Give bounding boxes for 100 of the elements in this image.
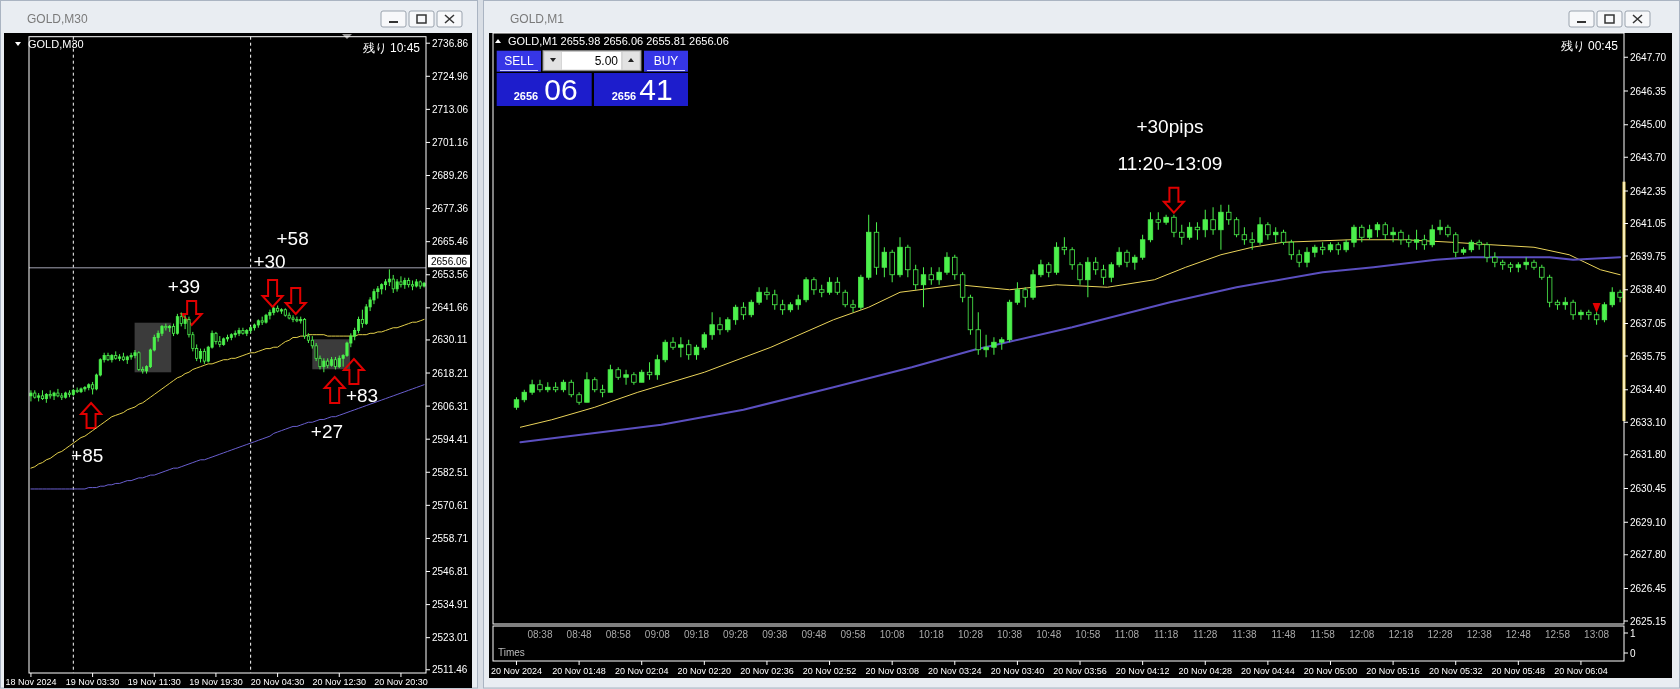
- x-tick-label: 11:28: [1193, 628, 1218, 640]
- x-tick-label: 09:28: [723, 628, 749, 640]
- x-tick-label: 10:08: [879, 628, 906, 640]
- y-tick-label: 2511.46: [432, 664, 468, 676]
- x-tick-label: 11:08: [1114, 628, 1140, 640]
- annotation: 41: [639, 72, 673, 106]
- y-tick-label: 2665.46: [432, 236, 469, 248]
- text: Times: [498, 646, 525, 658]
- annotation: +85: [71, 444, 104, 466]
- x-tick-label: 09:18: [683, 628, 710, 640]
- annotation: 06: [544, 72, 578, 106]
- y-tick-label: 2606.31: [432, 400, 469, 412]
- x-tick-label: 12:38: [1466, 628, 1493, 640]
- y-tick-label: 2677.36: [432, 203, 469, 215]
- y-tick-label: 2641.05: [1630, 218, 1667, 229]
- y-tick-label: 2570.61: [432, 499, 469, 511]
- y-tick-label: 2629.10: [1630, 516, 1667, 528]
- x-tick-label: 09:58: [840, 628, 866, 640]
- y-tick-label: 2523.01: [432, 632, 469, 644]
- y-tick-label: 2633.10: [1630, 416, 1667, 428]
- y-tick-label: 2639.75: [1630, 250, 1667, 262]
- x-tick-label: 10:18: [918, 628, 945, 640]
- x-tick-label: 19 Nov 11:30: [127, 676, 181, 687]
- x-tick-label: 20 Nov 04:12: [1115, 666, 1170, 676]
- y-tick-label: 2558.71: [432, 532, 469, 544]
- y-tick-label: 2638.40: [1630, 284, 1667, 296]
- y-tick-label: 2724.96: [432, 70, 469, 82]
- ref-line-label: 2656.06: [431, 255, 468, 267]
- y-tick-label: 2701.16: [432, 136, 469, 148]
- x-tick-label: 20 Nov 01:48: [552, 666, 606, 676]
- x-tick-label: 10:28: [957, 628, 984, 640]
- annotation: +83: [345, 384, 379, 406]
- y-tick-label: 2646.35: [1630, 85, 1667, 97]
- y-tick-label: 2637.05: [1630, 318, 1667, 329]
- y-tick-label: 2594.41: [432, 433, 469, 445]
- y-tick-label: 2534.91: [432, 599, 469, 611]
- y-tick-label: 2736.86: [432, 37, 469, 49]
- y-tick-label: 2653.56: [432, 269, 469, 281]
- x-tick-label: 20 Nov 05:32: [1428, 666, 1483, 676]
- x-tick-label: 12:58: [1544, 628, 1571, 640]
- x-tick-label: 20 Nov 20:30: [374, 676, 428, 687]
- chart-title: GOLD,M30: [27, 12, 89, 26]
- y-tick-label: 2643.70: [1630, 151, 1667, 163]
- annotation: 残り 00:45: [1560, 39, 1619, 53]
- y-tick-label: 2630.45: [1630, 483, 1667, 494]
- x-tick-label: 20 Nov 03:08: [865, 666, 919, 676]
- chart-subtitle: GOLD,M1 2655.98 2656.06 2655.81 2656.06: [508, 35, 729, 47]
- x-tick-label: 10:38: [997, 628, 1023, 640]
- x-tick-label: 20 Nov 05:48: [1491, 666, 1546, 676]
- x-tick-label: 20 Nov 02:36: [740, 666, 794, 676]
- annotation: +58: [276, 227, 309, 249]
- x-tick-label: 10:48: [1036, 628, 1062, 640]
- x-tick-label: 10:58: [1075, 628, 1101, 640]
- x-tick-label: 13:08: [1584, 628, 1610, 640]
- x-tick-label: 20 Nov 02:52: [802, 666, 857, 676]
- y-tick-label: 2546.81: [432, 566, 469, 578]
- annotation: +30pips: [1136, 115, 1204, 137]
- x-tick-label: 19 Nov 19:30: [189, 676, 243, 687]
- x-tick-label: 20 Nov 04:44: [1241, 666, 1295, 676]
- x-tick-label: 20 Nov 02:20: [677, 666, 732, 676]
- y-tick-label: 2641.66: [432, 302, 469, 314]
- x-tick-label: 20 Nov 04:30: [250, 676, 305, 687]
- x-tick-label: 20 Nov 03:40: [990, 666, 1045, 676]
- y-tick-label: 1: [1630, 627, 1636, 639]
- y-tick-label: 2713.06: [432, 103, 469, 115]
- y-tick-label: 0: [1630, 647, 1636, 659]
- x-tick-label: 20 Nov 2024: [490, 666, 542, 676]
- y-tick-label: 2645.00: [1630, 119, 1667, 131]
- annotation: +39: [167, 275, 201, 297]
- annotation: +30: [253, 250, 286, 272]
- x-tick-label: 18 Nov 2024: [5, 676, 57, 687]
- x-tick-label: 11:58: [1310, 628, 1336, 640]
- y-tick-label: 2582.51: [432, 466, 469, 478]
- chart-title: GOLD,M1: [510, 12, 565, 26]
- annotation: 5.00: [594, 54, 619, 68]
- x-tick-label: 20 Nov 02:04: [614, 666, 669, 676]
- annotation: 2656: [513, 90, 539, 102]
- x-tick-label: 08:48: [566, 628, 593, 640]
- annotation: BUY: [653, 54, 679, 68]
- x-tick-label: 12:08: [1349, 628, 1375, 640]
- annotation: 残り 10:45: [362, 41, 421, 55]
- x-tick-label: 20 Nov 03:24: [928, 666, 982, 676]
- x-tick-label: 11:18: [1153, 628, 1179, 640]
- y-tick-label: 2627.80: [1630, 549, 1667, 561]
- chart-subtitle: GOLD,M30: [28, 38, 84, 50]
- y-tick-label: 2618.21: [432, 367, 469, 379]
- y-tick-label: 2635.75: [1630, 350, 1667, 362]
- y-tick-label: 2647.70: [1630, 51, 1667, 63]
- x-tick-label: 11:48: [1271, 628, 1297, 640]
- x-tick-label: 11:38: [1232, 628, 1257, 640]
- x-tick-label: 20 Nov 05:00: [1303, 666, 1358, 676]
- x-tick-label: 09:38: [762, 628, 788, 640]
- x-tick-label: 09:48: [801, 628, 827, 640]
- x-tick-label: 08:38: [527, 628, 553, 640]
- y-tick-label: 2634.40: [1630, 384, 1667, 396]
- x-tick-label: 20 Nov 03:56: [1053, 666, 1107, 676]
- y-tick-label: 2642.35: [1630, 185, 1667, 197]
- annotation: 11:20~13:09: [1117, 152, 1223, 174]
- x-tick-label: 12:28: [1427, 628, 1454, 640]
- annotation: +27: [310, 420, 344, 442]
